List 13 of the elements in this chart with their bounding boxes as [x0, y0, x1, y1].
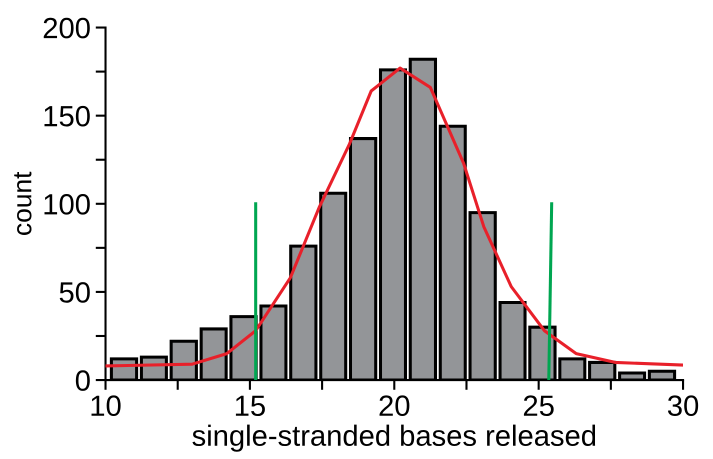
y-tick-label: 200: [44, 18, 90, 38]
line-series: [106, 66, 684, 368]
x-tick-label: 10: [92, 395, 121, 416]
y-tick-label: 150: [44, 106, 90, 127]
y-axis-title: count: [14, 172, 32, 235]
x-tick-label: 30: [668, 395, 698, 416]
x-axis-title: single-stranded bases released: [192, 424, 596, 452]
x-tick-label: 15: [236, 396, 265, 416]
x-tick-label: 20: [380, 395, 410, 416]
y-tick-label: 0: [76, 370, 90, 391]
y-tick-label: 50: [60, 282, 90, 303]
y-tick-label: 100: [44, 194, 90, 215]
x-tick-label: 25: [524, 395, 554, 416]
